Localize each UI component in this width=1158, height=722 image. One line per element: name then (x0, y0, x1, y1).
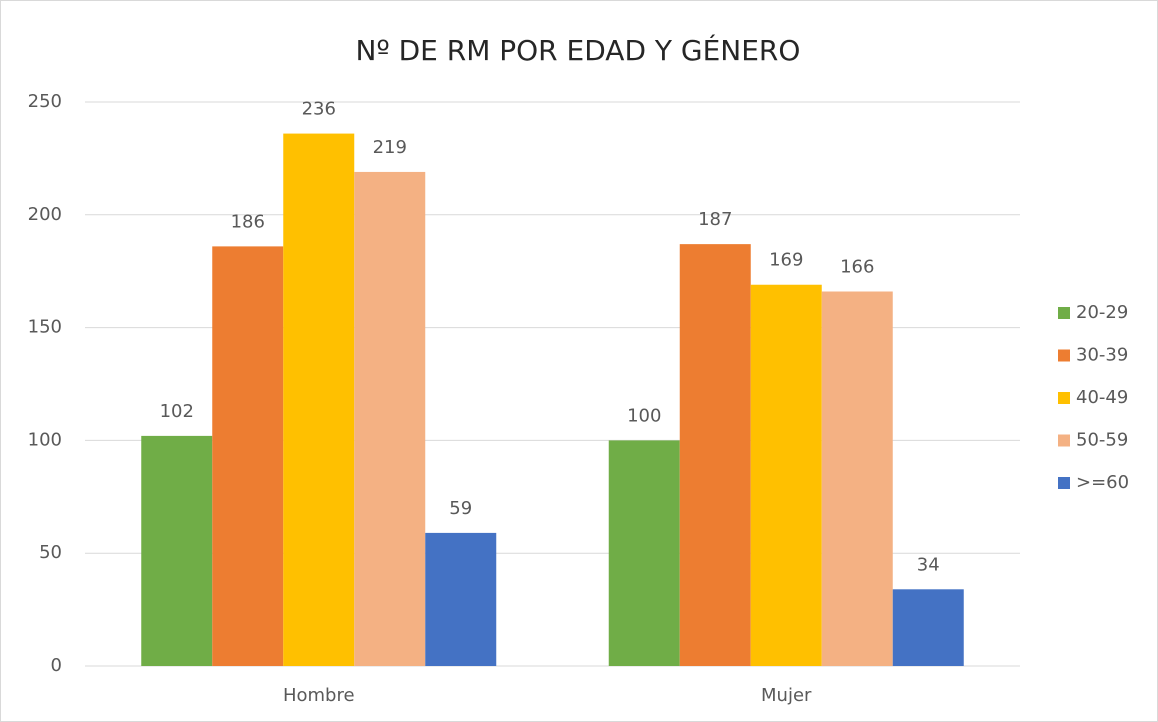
y-tick-label: 150 (28, 317, 62, 338)
y-tick-label: 100 (28, 429, 62, 450)
bar (354, 171, 426, 666)
legend-swatch (1058, 434, 1070, 447)
y-tick-label: 200 (28, 204, 62, 225)
legend-swatch (1058, 477, 1070, 489)
legend-swatch (1058, 307, 1070, 319)
x-tick-label: Mujer (761, 685, 812, 706)
y-tick-label: 0 (51, 655, 62, 676)
legend-label: 30-39 (1076, 345, 1128, 366)
bar (750, 284, 822, 666)
data-label: 187 (698, 209, 732, 230)
legend-label: >=60 (1076, 472, 1129, 493)
legend-label: 40-49 (1076, 387, 1128, 408)
legend-label: 20-29 (1076, 302, 1128, 323)
bar (892, 589, 964, 666)
bar (283, 133, 355, 667)
legend-swatch (1058, 392, 1070, 404)
legend-label: 50-59 (1076, 430, 1128, 451)
data-label: 169 (769, 250, 803, 271)
chart-title: Nº DE RM POR EDAD Y GÉNERO (356, 33, 801, 67)
bar (679, 244, 751, 667)
bar (141, 435, 213, 666)
legend-swatch (1058, 349, 1070, 362)
data-label: 219 (373, 137, 407, 158)
data-label: 59 (449, 498, 472, 519)
bar (212, 246, 284, 666)
data-label: 100 (627, 405, 661, 426)
y-tick-label: 250 (28, 91, 62, 112)
y-tick-label: 50 (39, 542, 62, 563)
data-label: 102 (160, 401, 194, 422)
data-label: 166 (840, 257, 874, 278)
data-label: 34 (917, 554, 940, 575)
data-label: 236 (302, 99, 336, 120)
data-label: 186 (231, 211, 265, 232)
bar (425, 532, 497, 666)
bar (821, 291, 893, 666)
bar (608, 440, 680, 666)
x-tick-label: Hombre (283, 685, 355, 706)
